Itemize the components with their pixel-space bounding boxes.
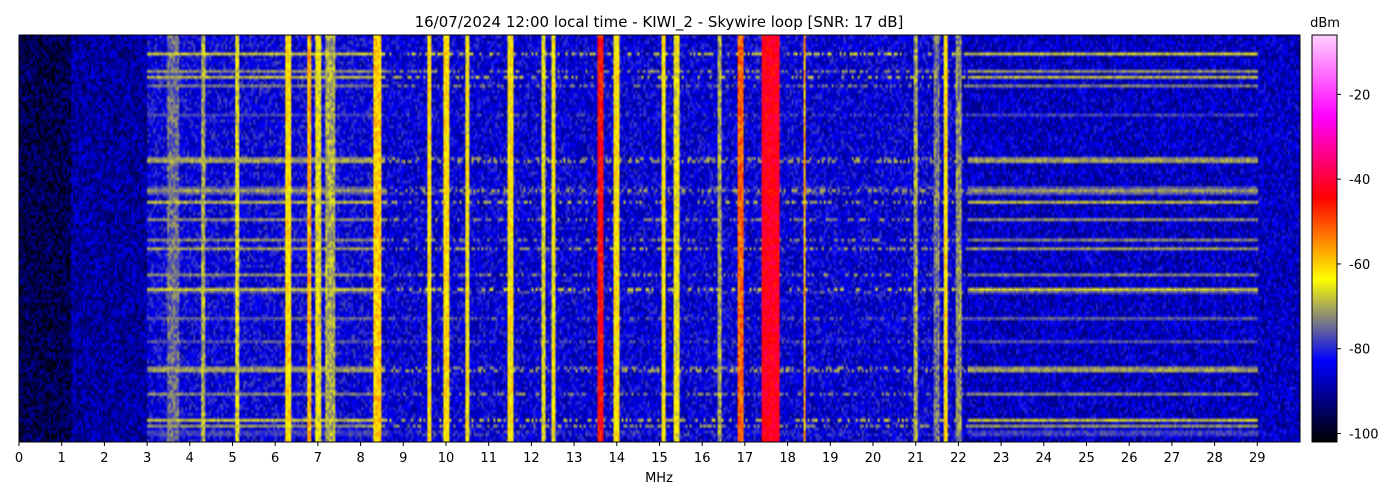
colorbar-tick-label: -20 <box>1349 88 1370 103</box>
x-tick-label: 26 <box>1121 451 1138 466</box>
x-tick-label: 9 <box>399 451 407 466</box>
x-tick-label: 6 <box>271 451 279 466</box>
x-tick-label: 29 <box>1249 451 1266 466</box>
colorbar-tick-label: -100 <box>1349 428 1379 443</box>
x-tick-label: 13 <box>566 451 583 466</box>
x-tick-label: 27 <box>1164 451 1181 466</box>
colorbar-tick-label: -80 <box>1349 343 1370 358</box>
colorbar-tick-label: -40 <box>1349 173 1370 188</box>
x-tick-label: 5 <box>228 451 236 466</box>
colorbar-axis: -20 -40 -60 -80 -100 <box>1337 88 1379 443</box>
x-tick-label: 12 <box>523 451 540 466</box>
x-tick-label: 25 <box>1078 451 1095 466</box>
x-tick-label: 7 <box>314 451 322 466</box>
colorbar-tick-label: -60 <box>1349 258 1370 273</box>
x-tick-label: 8 <box>356 451 364 466</box>
x-tick-label: 10 <box>438 451 455 466</box>
x-tick-label: 17 <box>737 451 754 466</box>
x-axis-label: MHz <box>645 471 673 486</box>
x-tick-label: 2 <box>100 451 108 466</box>
x-tick-label: 0 <box>15 451 23 466</box>
x-tick-label: 11 <box>480 451 497 466</box>
x-tick-label: 16 <box>694 451 711 466</box>
x-tick-label: 18 <box>779 451 796 466</box>
x-tick-label: 15 <box>651 451 668 466</box>
spectrogram-image <box>19 35 1300 442</box>
x-tick-label: 28 <box>1206 451 1223 466</box>
spectrogram-area <box>19 35 1300 442</box>
x-tick-label: 19 <box>822 451 839 466</box>
colorbar-label: dBm <box>1310 16 1340 31</box>
x-axis: 0 1 2 3 4 5 6 7 8 9 10 11 12 13 14 15 16 17 18 19 20 21 22 23 24… <box>15 442 1266 466</box>
chart-title: 16/07/2024 12:00 local time - KIWI_2 - S… <box>415 13 904 32</box>
colorbar <box>1311 34 1338 443</box>
x-tick-label: 3 <box>143 451 151 466</box>
x-tick-label: 23 <box>993 451 1010 466</box>
x-tick-label: 24 <box>1036 451 1053 466</box>
x-tick-label: 21 <box>907 451 924 466</box>
x-tick-label: 1 <box>58 451 66 466</box>
x-tick-label: 4 <box>186 451 194 466</box>
x-tick-label: 20 <box>865 451 882 466</box>
x-tick-label: 14 <box>609 451 626 466</box>
x-tick-label: 22 <box>950 451 967 466</box>
